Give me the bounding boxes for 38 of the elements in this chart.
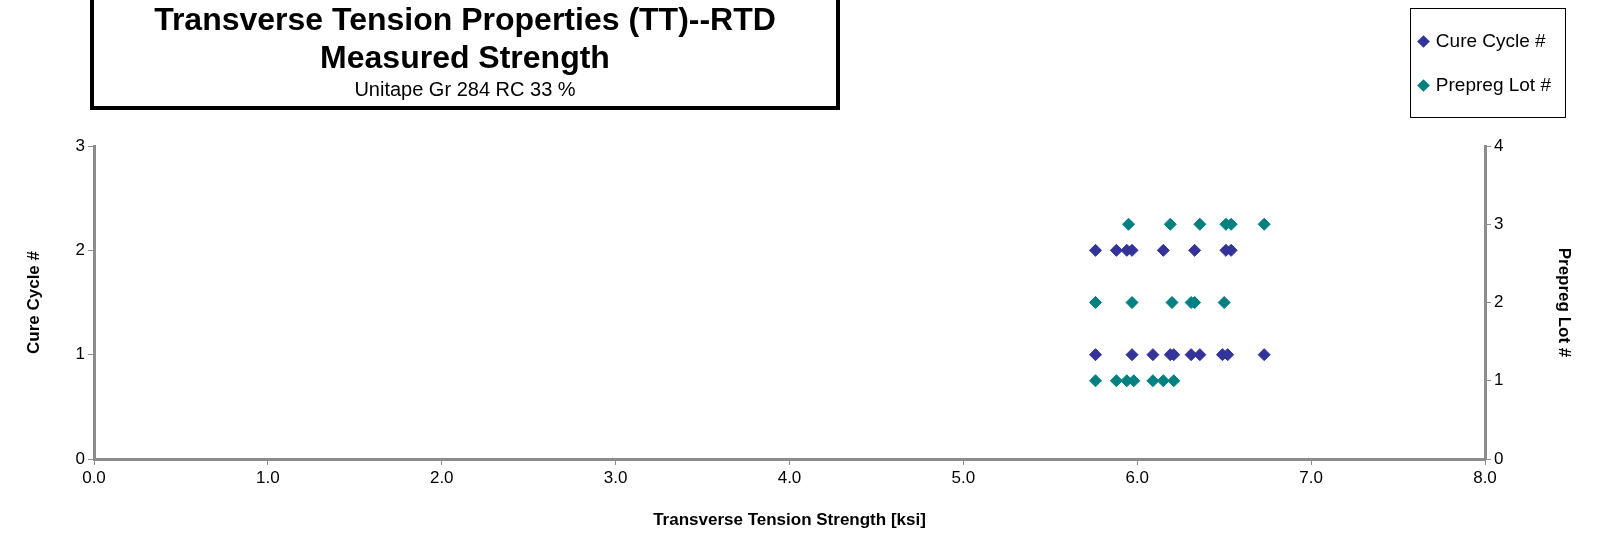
y-axis-title: Cure Cycle #	[23, 250, 43, 354]
y-tick-label: 2	[75, 240, 85, 260]
point	[1163, 217, 1177, 231]
point	[1089, 374, 1103, 388]
y2-tick-label: 3	[1494, 213, 1504, 233]
chart-subtitle: Unitape Gr 284 RC 33 %	[353, 77, 577, 102]
point	[1122, 217, 1136, 231]
point	[1167, 374, 1181, 388]
legend-label: Cure Cycle #	[1435, 30, 1546, 52]
point	[1156, 374, 1170, 388]
point	[1125, 296, 1139, 309]
y-tick-label: 3	[75, 135, 85, 155]
chart-title: Transverse Tension Properties (TT)--RTD Measured Strength	[153, 0, 777, 76]
y-tick-label: 1	[75, 344, 85, 364]
point	[1257, 217, 1271, 231]
y-tick-label: 0	[75, 448, 85, 468]
x-axis-title: Transverse Tension Strength [ksi]	[653, 510, 926, 530]
legend-label: Prepreg Lot #	[1435, 74, 1551, 96]
point	[1165, 296, 1179, 309]
x-tick-label: 5.0	[951, 467, 976, 487]
point	[1089, 296, 1103, 309]
point	[1217, 296, 1231, 309]
x-tick-label: 6.0	[1125, 467, 1150, 487]
y2-tick-label: 2	[1494, 292, 1504, 312]
point	[1109, 374, 1123, 388]
y2-tick-label: 1	[1494, 370, 1504, 390]
x-tick-label: 7.0	[1299, 467, 1323, 487]
x-tick-label: 0.0	[82, 467, 106, 487]
x-tick-label: 3.0	[603, 467, 628, 487]
point	[1193, 217, 1207, 231]
x-tick-label: 1.0	[256, 467, 280, 487]
y2-tick-label: 0	[1494, 448, 1504, 468]
y2-axis-title: Prepreg Lot #	[1555, 247, 1575, 358]
x-tick-label: 4.0	[777, 467, 802, 487]
x-tick-label: 8.0	[1473, 467, 1497, 487]
point	[1146, 374, 1160, 388]
x-tick-label: 2.0	[429, 467, 454, 487]
y2-tick-label: 4	[1494, 135, 1504, 155]
